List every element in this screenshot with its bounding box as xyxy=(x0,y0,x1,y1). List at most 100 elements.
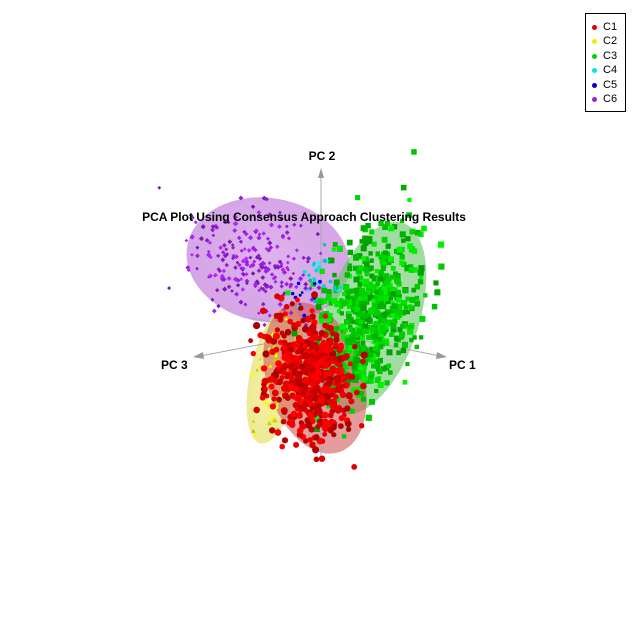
data-point-c1 xyxy=(305,421,313,429)
data-point-c3 xyxy=(343,284,350,291)
data-point-c6 xyxy=(207,240,212,245)
data-point-c3 xyxy=(414,300,421,307)
data-point-c1 xyxy=(274,293,281,300)
data-point-c3 xyxy=(347,324,353,330)
data-point-c3 xyxy=(333,279,340,286)
data-point-c6 xyxy=(268,245,274,250)
data-point-c3 xyxy=(363,312,369,318)
data-point-c1 xyxy=(297,427,304,434)
data-point-c3 xyxy=(368,371,375,377)
data-point-c3 xyxy=(339,298,344,303)
data-point-c3 xyxy=(407,197,412,202)
data-point-c3 xyxy=(336,300,342,306)
data-point-c3 xyxy=(369,330,374,336)
data-point-c1 xyxy=(296,412,303,419)
data-point-c6 xyxy=(216,303,221,309)
data-point-c6 xyxy=(288,310,294,316)
data-point-c1 xyxy=(325,324,332,331)
data-point-c6 xyxy=(239,266,244,271)
data-point-c6 xyxy=(285,224,289,229)
data-point-c3 xyxy=(333,288,339,294)
data-point-c1 xyxy=(274,429,282,436)
legend-label-c6: C6 xyxy=(603,93,618,106)
data-point-c1 xyxy=(333,336,340,343)
data-point-c6 xyxy=(264,247,269,251)
data-point-c6 xyxy=(157,185,162,190)
legend-label-c1: C1 xyxy=(603,20,618,33)
data-point-c3 xyxy=(374,362,381,369)
data-point-c4 xyxy=(328,279,333,284)
data-point-c6 xyxy=(315,231,320,237)
data-point-c3 xyxy=(344,272,350,278)
data-point-c3 xyxy=(340,334,346,339)
data-point-c3 xyxy=(405,361,410,367)
data-point-c3 xyxy=(377,337,383,342)
data-point-c6 xyxy=(184,238,189,243)
data-point-c1 xyxy=(349,374,356,380)
data-point-c5 xyxy=(296,281,301,286)
data-point-c3 xyxy=(345,294,350,299)
data-point-c6 xyxy=(215,288,220,293)
data-point-c1 xyxy=(290,410,298,417)
data-point-c1 xyxy=(280,418,287,425)
data-point-c3 xyxy=(380,330,386,337)
data-point-c1 xyxy=(270,337,278,345)
data-point-c6 xyxy=(230,289,234,293)
data-point-c3 xyxy=(361,376,367,382)
data-point-c1 xyxy=(265,334,272,342)
data-point-c1 xyxy=(253,406,260,414)
data-point-c3 xyxy=(362,355,369,362)
data-point-c3 xyxy=(354,303,360,309)
data-point-c6 xyxy=(288,284,293,289)
data-point-c3 xyxy=(434,289,441,296)
data-point-c1 xyxy=(359,423,365,429)
data-point-c6 xyxy=(231,256,236,261)
data-point-c6 xyxy=(221,250,226,255)
data-point-c3 xyxy=(394,309,400,315)
data-point-c1 xyxy=(322,362,330,369)
data-point-c3 xyxy=(347,377,353,383)
data-point-c2 xyxy=(268,363,273,368)
data-point-c6 xyxy=(250,271,256,276)
data-point-c3 xyxy=(342,291,347,297)
data-point-c6 xyxy=(235,283,241,288)
axis-label-pc2: PC 2 xyxy=(309,149,336,163)
data-point-c3 xyxy=(321,298,328,304)
data-point-c4 xyxy=(317,265,321,270)
data-point-c3 xyxy=(371,302,378,309)
data-point-c3 xyxy=(407,243,413,249)
data-point-c3 xyxy=(382,286,388,292)
data-point-c6 xyxy=(288,276,294,281)
data-point-c1 xyxy=(257,332,264,339)
data-point-c3 xyxy=(387,260,392,266)
data-point-c6 xyxy=(292,222,297,227)
data-point-c3 xyxy=(367,281,374,288)
data-point-c6 xyxy=(207,275,211,279)
data-point-c4 xyxy=(312,261,317,266)
data-point-c3 xyxy=(362,300,368,306)
data-point-c1 xyxy=(313,407,321,414)
data-point-c6 xyxy=(226,276,232,281)
legend-item-c6: C6 xyxy=(586,93,625,108)
data-point-c6 xyxy=(245,281,249,286)
data-point-c3 xyxy=(346,239,353,246)
data-point-c3 xyxy=(344,290,350,296)
data-point-c3 xyxy=(398,331,405,338)
data-point-c6 xyxy=(271,276,276,281)
data-point-c1 xyxy=(281,437,289,444)
data-point-c3 xyxy=(383,295,389,301)
data-point-c1 xyxy=(315,424,321,430)
data-point-c3 xyxy=(354,307,360,313)
data-point-c1 xyxy=(282,311,288,317)
data-point-c3 xyxy=(409,296,416,303)
data-point-c6 xyxy=(241,272,246,277)
data-point-c1 xyxy=(334,367,341,375)
data-point-c1 xyxy=(280,384,288,392)
data-point-c3 xyxy=(361,345,367,351)
data-point-c2 xyxy=(266,420,272,426)
legend-marker-c5 xyxy=(592,82,597,88)
data-point-c3 xyxy=(371,275,378,282)
data-point-c6 xyxy=(210,227,216,233)
data-point-c6 xyxy=(238,239,244,244)
